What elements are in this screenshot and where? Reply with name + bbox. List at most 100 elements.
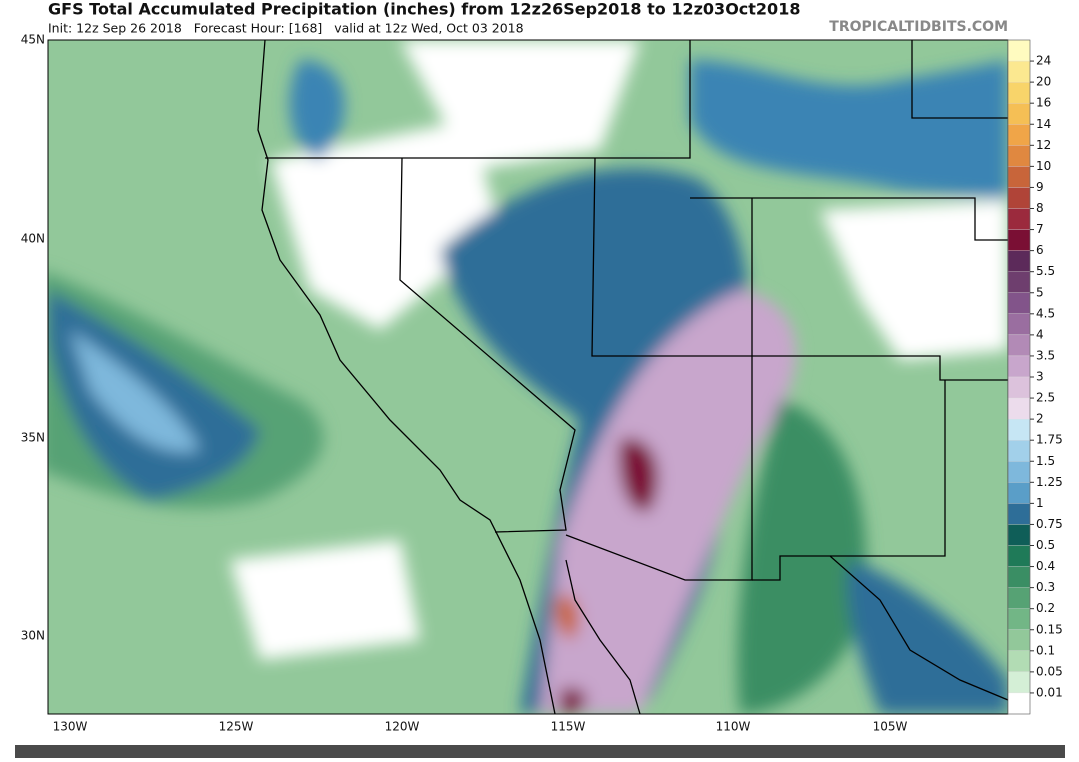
colorbar-label: 8 xyxy=(1036,201,1044,215)
state-border xyxy=(911,40,1008,119)
bottom-bar xyxy=(15,745,1065,758)
colorbar-swatch xyxy=(1007,608,1031,630)
colorbar-label: 3 xyxy=(1036,370,1044,384)
colorbar-label: 2.5 xyxy=(1036,391,1055,405)
field-blob xyxy=(270,120,500,330)
colorbar-swatch xyxy=(1007,355,1031,378)
lat-label: 30N xyxy=(21,629,45,643)
colorbar-swatch xyxy=(1007,208,1031,230)
state-border xyxy=(399,157,576,533)
colorbar-label: 0.01 xyxy=(1036,685,1063,699)
colorbar-swatch xyxy=(1007,39,1031,62)
colorbar-swatch xyxy=(1007,187,1031,209)
lon-label: 125W xyxy=(219,720,254,734)
lon-label: 105W xyxy=(873,720,908,734)
colorbar-label: 0.5 xyxy=(1036,538,1055,552)
colorbar-swatch xyxy=(1007,671,1031,694)
colorbar-label: 10 xyxy=(1036,159,1051,173)
colorbar-label: 0.75 xyxy=(1036,517,1063,531)
colorbar-label: 7 xyxy=(1036,222,1044,236)
colorbar-label: 3.5 xyxy=(1036,348,1055,362)
colorbar-label: 1.5 xyxy=(1036,454,1055,468)
colorbar-label: 16 xyxy=(1036,96,1051,110)
state-border xyxy=(752,555,1008,701)
field-blob xyxy=(70,330,200,452)
colorbar-label: 5.5 xyxy=(1036,264,1055,278)
lon-label: 130W xyxy=(53,720,88,734)
colorbar-label: 1.75 xyxy=(1036,433,1063,447)
colorbar-swatch xyxy=(1007,566,1031,588)
field-blob xyxy=(400,40,640,170)
watermark: TROPICALTIDBITS.COM xyxy=(829,19,1008,35)
colorbar-label: 14 xyxy=(1036,117,1051,131)
colorbar-swatch xyxy=(1007,482,1031,504)
colorbar-swatch xyxy=(1007,229,1031,251)
colorbar-swatch xyxy=(1007,292,1031,314)
lat-label: 45N xyxy=(21,33,45,47)
colorbar-swatch xyxy=(1007,397,1031,420)
colorbar-label: 2 xyxy=(1036,412,1044,426)
state-border xyxy=(265,40,691,159)
colorbar-label: 0.05 xyxy=(1036,664,1063,678)
colorbar-swatch xyxy=(1007,650,1031,673)
colorbar-swatch xyxy=(1007,145,1031,167)
field-blob xyxy=(230,540,420,660)
colorbar-swatch xyxy=(1007,461,1031,483)
colorbar-swatch xyxy=(1007,376,1031,399)
colorbar-label: 0.3 xyxy=(1036,580,1055,594)
colorbar-label: 24 xyxy=(1036,54,1051,68)
colorbar-label: 4.5 xyxy=(1036,306,1055,320)
colorbar-label: 0.1 xyxy=(1036,643,1055,657)
state-border xyxy=(565,198,753,581)
colorbar-swatch xyxy=(1007,166,1031,188)
colorbar-swatch xyxy=(1007,271,1031,293)
lat-label: 40N xyxy=(21,232,45,246)
colorbar-swatch xyxy=(1007,334,1031,357)
lon-label: 115W xyxy=(551,720,586,734)
coastline xyxy=(257,40,556,714)
field-blob xyxy=(820,200,1008,360)
colorbar-label: 0.2 xyxy=(1036,601,1055,615)
colorbar-label: 1.25 xyxy=(1036,475,1063,489)
colorbar-swatch xyxy=(1007,103,1031,125)
state-border xyxy=(830,380,946,557)
lon-label: 110W xyxy=(716,720,751,734)
colorbar-swatch xyxy=(1007,629,1031,651)
colorbar-swatch xyxy=(1007,692,1031,715)
colorbar-label: 1 xyxy=(1036,496,1044,510)
colorbar-swatch xyxy=(1007,313,1031,336)
field-blob xyxy=(289,60,345,160)
colorbar-label: 20 xyxy=(1036,75,1051,89)
colorbar: 24 20 16 14 12 10 9 8 7 6 5.5 5 4.5 4 3.5 3 2.5 2 1.75 1.5 1… xyxy=(1007,39,1063,715)
colorbar-swatch xyxy=(1007,587,1031,609)
title: GFS Total Accumulated Precipitation (inc… xyxy=(48,0,800,19)
field-blob xyxy=(560,688,587,714)
coastline xyxy=(565,559,641,714)
field-blob xyxy=(619,438,659,512)
field-blob xyxy=(737,400,867,714)
lon-label: 120W xyxy=(385,720,420,734)
boundaries xyxy=(257,40,1008,714)
colorbar-swatch xyxy=(1007,124,1031,146)
colorbar-label: 0.15 xyxy=(1036,622,1063,636)
lat-label: 35N xyxy=(21,431,45,445)
subtitle: Init: 12z Sep 26 2018 Forecast Hour: [16… xyxy=(48,21,524,36)
state-border xyxy=(591,157,1008,381)
colorbar-label: 5 xyxy=(1036,285,1044,299)
field-blob xyxy=(540,290,797,714)
field-blob xyxy=(554,594,579,640)
colorbar-label: 9 xyxy=(1036,180,1044,194)
colorbar-swatch xyxy=(1007,440,1031,462)
state-border xyxy=(690,197,1008,241)
colorbar-label: 6 xyxy=(1036,243,1044,257)
colorbar-swatch xyxy=(1007,503,1031,525)
colorbar-swatch xyxy=(1007,545,1031,567)
colorbar-label: 4 xyxy=(1036,327,1044,341)
field-blob xyxy=(847,560,1008,714)
colorbar-swatch xyxy=(1007,524,1031,546)
colorbar-swatch xyxy=(1007,250,1031,272)
map-field xyxy=(48,40,1008,714)
colorbar-swatch xyxy=(1007,81,1031,104)
